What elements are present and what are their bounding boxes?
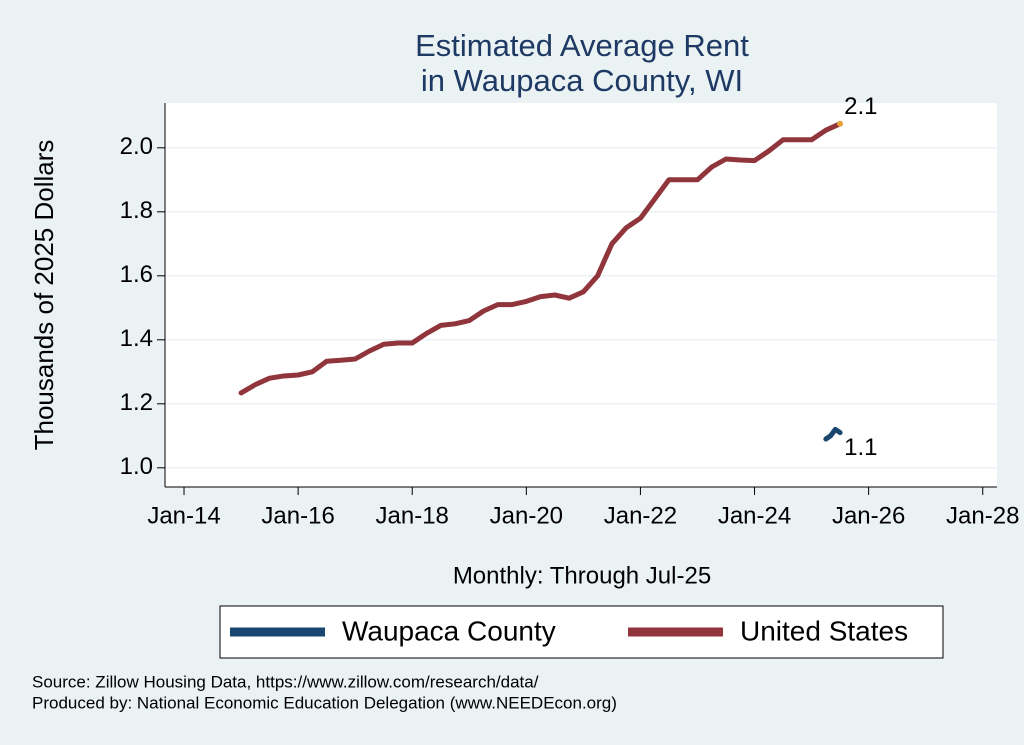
x-tick-label: Jan-26: [832, 502, 905, 529]
x-tick-label: Jan-22: [604, 502, 677, 529]
y-tick-label: 1.8: [120, 197, 153, 224]
legend-label: United States: [740, 615, 908, 646]
x-axis-label: Monthly: Through Jul-25: [453, 562, 711, 589]
chart-title: in Waupaca County, WI: [421, 63, 743, 98]
x-tick-label: Jan-24: [718, 502, 791, 529]
value-label: 2.1: [844, 93, 877, 120]
y-tick-label: 1.4: [120, 325, 153, 352]
y-tick-label: 1.2: [120, 389, 153, 416]
x-tick-label: Jan-18: [376, 502, 449, 529]
chart-title: Estimated Average Rent: [415, 28, 749, 63]
source-note: Produced by: National Economic Education…: [32, 693, 617, 712]
x-tick-label: Jan-28: [946, 502, 1019, 529]
x-tick-label: Jan-14: [147, 502, 220, 529]
line-series: [823, 426, 843, 442]
y-tick-label: 1.6: [120, 261, 153, 288]
x-tick-label: Jan-20: [490, 502, 563, 529]
value-label: 1.1: [844, 434, 877, 461]
source-note: Source: Zillow Housing Data, https://www…: [32, 672, 539, 691]
y-axis-label: Thousands of 2025 Dollars: [29, 140, 59, 451]
y-tick-label: 1.0: [120, 453, 153, 480]
end-marker: [837, 120, 844, 127]
x-tick-label: Jan-16: [261, 502, 334, 529]
line-series: [238, 121, 843, 396]
legend-label: Waupaca County: [342, 615, 556, 646]
y-tick-label: 2.0: [120, 133, 153, 160]
legend: [219, 605, 944, 659]
